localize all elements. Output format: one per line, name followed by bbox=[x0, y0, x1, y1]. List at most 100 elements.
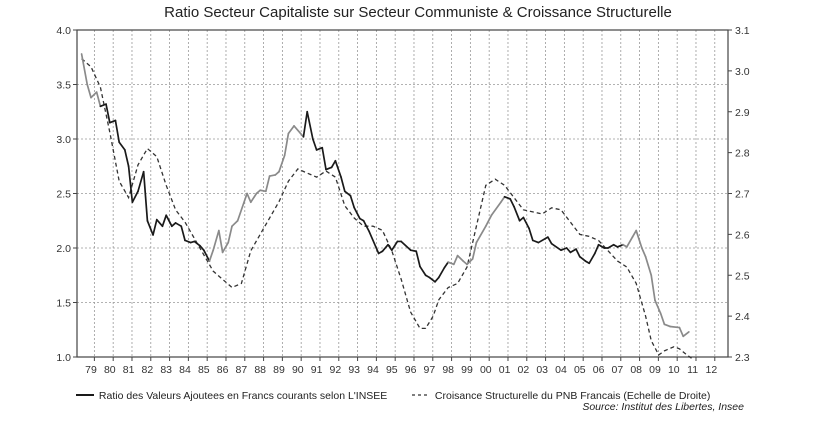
y-right-tick-label: 2.3 bbox=[735, 352, 750, 364]
series-ratio-segment bbox=[114, 119, 121, 144]
series-ratio-segment bbox=[249, 192, 258, 204]
series-ratio-segment bbox=[199, 244, 205, 252]
series-ratio-segment bbox=[217, 229, 224, 254]
y-left-tick-label: 3.0 bbox=[56, 134, 71, 146]
series-ratio-segment bbox=[221, 241, 230, 254]
series-ratio-segment bbox=[246, 192, 252, 204]
series-ratio-segment bbox=[184, 239, 192, 244]
series-ratio-segment bbox=[142, 170, 149, 222]
x-tick-label: 07 bbox=[612, 364, 624, 376]
series-ratio-segment bbox=[650, 274, 656, 302]
x-tick-label: 94 bbox=[367, 364, 379, 376]
source-note: Source: Institut des Libertes, Insee bbox=[582, 401, 744, 413]
series-ratio-segment bbox=[264, 175, 271, 193]
x-tick-label: 89 bbox=[273, 364, 285, 376]
series-ratio-segment bbox=[565, 247, 572, 254]
y-right-tick-label: 2.5 bbox=[735, 270, 750, 282]
x-tick-label: 93 bbox=[348, 364, 360, 376]
series-ratio-segment bbox=[108, 119, 117, 124]
series-ratio-segment bbox=[330, 159, 337, 169]
series-ratio-segment bbox=[180, 225, 186, 242]
series-ratio-segment bbox=[343, 190, 352, 197]
series-ratio-segment bbox=[193, 240, 201, 247]
x-tick-label: 79 bbox=[85, 364, 97, 376]
series-ratio-segment bbox=[311, 138, 318, 151]
series-ratio-segment bbox=[400, 240, 412, 252]
y-left-tick-label: 1.0 bbox=[56, 352, 71, 364]
x-tick-label: 81 bbox=[123, 364, 135, 376]
series-ratio-segment bbox=[161, 214, 168, 228]
series-ratio-segment bbox=[131, 190, 139, 204]
series-ratio-segment bbox=[588, 252, 596, 265]
x-tick-label: 01 bbox=[499, 364, 511, 376]
series-ratio-segment bbox=[306, 110, 314, 140]
series-ratio-segment bbox=[95, 91, 102, 108]
series-ratio-segment bbox=[509, 198, 515, 208]
series-ratio-segment bbox=[644, 255, 653, 277]
y-right-tick-label: 3.1 bbox=[735, 25, 750, 37]
series-ratio-segment bbox=[236, 192, 248, 222]
series-ratio-segment bbox=[669, 325, 681, 329]
x-tick-label: 97 bbox=[424, 364, 436, 376]
x-tick-label: 08 bbox=[630, 364, 642, 376]
series-ratio-segment bbox=[569, 248, 577, 254]
series-ratio-segment bbox=[537, 236, 549, 244]
series-ratio-segment bbox=[231, 219, 239, 228]
x-tick-label: 98 bbox=[442, 364, 454, 376]
series-ratio-segment bbox=[80, 53, 89, 86]
series-ratio-segment bbox=[415, 250, 421, 268]
series-ratio-segment bbox=[466, 258, 474, 266]
series-ratio-segment bbox=[293, 125, 305, 138]
series-ratio-segment bbox=[202, 249, 211, 262]
legend-solid-line-icon bbox=[76, 394, 94, 396]
series-ratio-segment bbox=[268, 174, 277, 177]
series-ratio-segment bbox=[437, 266, 446, 279]
x-tick-label: 02 bbox=[518, 364, 530, 376]
series-ratio-segment bbox=[484, 214, 493, 228]
x-tick-label: 91 bbox=[311, 364, 323, 376]
series-croissance-line bbox=[81, 58, 693, 360]
series-ratio-segment bbox=[593, 243, 600, 255]
x-tick-label: 95 bbox=[386, 364, 398, 376]
x-tick-label: 00 bbox=[480, 364, 492, 376]
series-ratio-segment bbox=[368, 230, 380, 255]
x-tick-label: 86 bbox=[217, 364, 229, 376]
series-ratio-segment bbox=[283, 132, 290, 157]
series-ratio-segment bbox=[127, 165, 134, 204]
series-ratio-segment bbox=[105, 103, 111, 124]
series-ratio-segment bbox=[152, 218, 158, 236]
x-tick-label: 92 bbox=[330, 364, 342, 376]
x-tick-label: 03 bbox=[536, 364, 548, 376]
series-ratio-segment bbox=[362, 219, 371, 233]
series-ratio-segment bbox=[212, 229, 220, 252]
x-tick-label: 80 bbox=[104, 364, 116, 376]
series-ratio-segment bbox=[137, 170, 145, 193]
series-ratio-segment bbox=[118, 141, 126, 151]
x-tick-label: 04 bbox=[555, 364, 567, 376]
series-ratio-segment bbox=[443, 261, 450, 269]
series-ratio-segment bbox=[315, 146, 324, 151]
series-ratio-segment bbox=[616, 243, 624, 248]
series-ratio-segment bbox=[578, 255, 587, 262]
series-ratio-segment bbox=[287, 125, 295, 135]
series-ratio-segment bbox=[499, 195, 506, 204]
series-ratio-segment bbox=[259, 189, 267, 193]
series-ratio-segment bbox=[419, 265, 427, 277]
x-tick-label: 85 bbox=[198, 364, 210, 376]
legend-item-croissance: Croisance Structurelle du PNB Francais (… bbox=[412, 389, 710, 402]
series-ratio-segment bbox=[503, 195, 512, 200]
series-ratio-segment bbox=[471, 241, 478, 260]
legend-item-ratio: Ratio des Valeurs Ajoutees en Francs cou… bbox=[76, 389, 387, 402]
x-tick-label: 90 bbox=[292, 364, 304, 376]
series-ratio-segment bbox=[278, 154, 286, 173]
x-tick-label: 87 bbox=[236, 364, 248, 376]
legend-label-croissance: Croisance Structurelle du PNB Francais (… bbox=[434, 390, 711, 402]
series-ratio-segment bbox=[208, 249, 215, 262]
series-ratio-segment bbox=[334, 159, 342, 178]
series-ratio-segment bbox=[575, 248, 581, 258]
series-ratio-segment bbox=[409, 249, 418, 253]
series-ratio-segment bbox=[434, 276, 440, 283]
x-tick-label: 84 bbox=[179, 364, 191, 376]
